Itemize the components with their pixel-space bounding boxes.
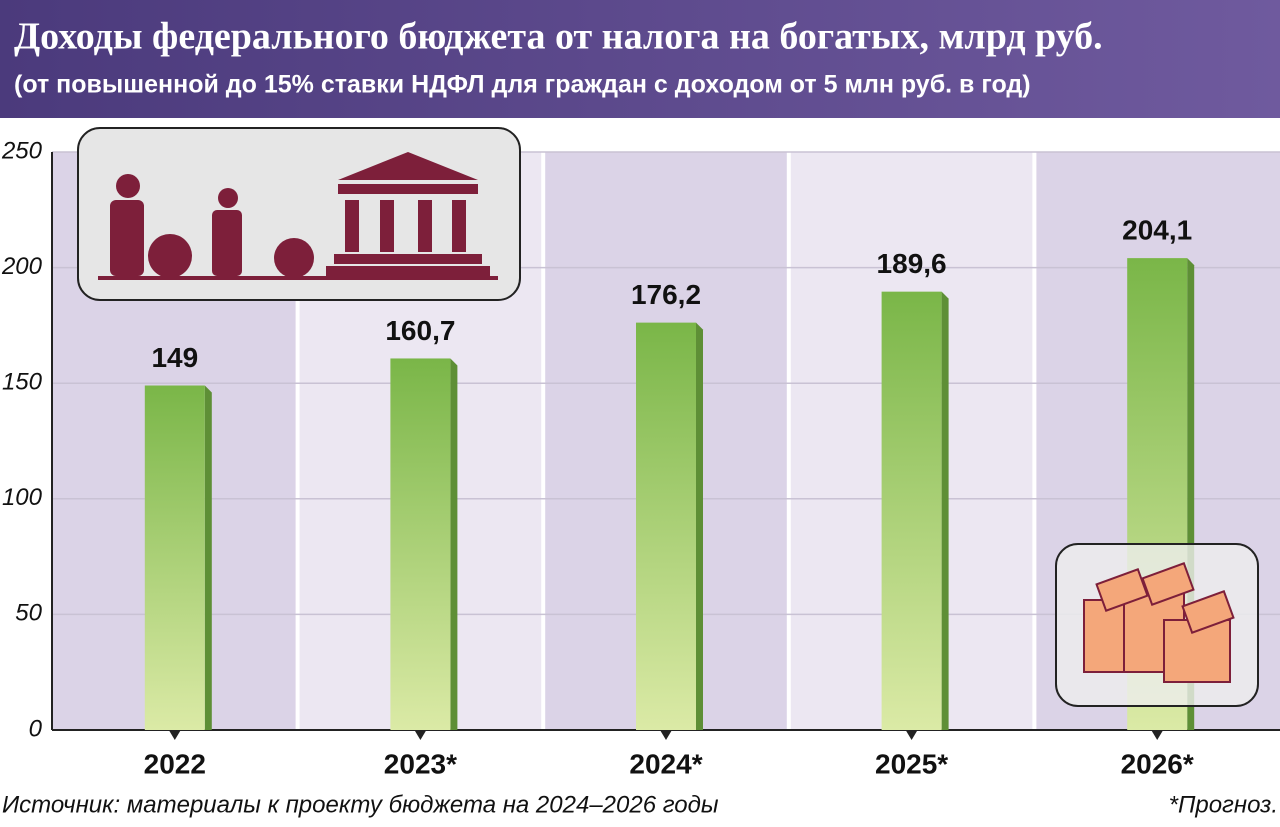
- y-tick-label: 200: [1, 253, 43, 280]
- chart-title: Доходы федерального бюджета от налога на…: [14, 16, 1103, 58]
- bar-side: [696, 322, 703, 730]
- bar-side: [450, 358, 458, 730]
- x-tick-mark: [1151, 730, 1164, 740]
- y-tick-label: 0: [29, 715, 43, 742]
- header-band: [0, 0, 1280, 118]
- bar: [636, 322, 696, 730]
- value-label: 149: [151, 342, 198, 373]
- x-tick-mark: [168, 730, 181, 740]
- y-tick-label: 250: [1, 137, 43, 164]
- x-tick-mark: [660, 730, 672, 740]
- people-icon-box: [77, 127, 521, 301]
- bar-side: [204, 385, 212, 730]
- money-icon-box: [1055, 543, 1259, 707]
- x-tick-label: 2024*: [629, 748, 702, 779]
- x-tick-label: 2023*: [384, 748, 457, 779]
- source: Источник: материалы к проекту бюджета на…: [2, 791, 719, 818]
- y-tick-label: 100: [2, 484, 43, 511]
- x-tick-label: 2022: [144, 748, 206, 779]
- x-tick-mark: [414, 730, 427, 740]
- y-tick-label: 50: [15, 600, 42, 627]
- value-label: 176,2: [631, 279, 701, 310]
- value-label: 204,1: [1122, 215, 1192, 246]
- footnote: *Прогноз.: [1169, 791, 1278, 818]
- value-label: 189,6: [877, 248, 947, 279]
- bar: [881, 291, 942, 730]
- bar-side: [941, 291, 949, 730]
- x-tick-label: 2025*: [875, 748, 948, 779]
- x-tick-mark: [905, 730, 918, 740]
- bar: [390, 358, 451, 730]
- chart-subtitle: (от повышенной до 15% ставки НДФЛ для гр…: [14, 71, 1031, 99]
- x-tick-label: 2026*: [1121, 748, 1194, 779]
- value-label: 160,7: [385, 315, 455, 346]
- bar: [144, 385, 205, 730]
- y-tick-label: 150: [2, 369, 43, 396]
